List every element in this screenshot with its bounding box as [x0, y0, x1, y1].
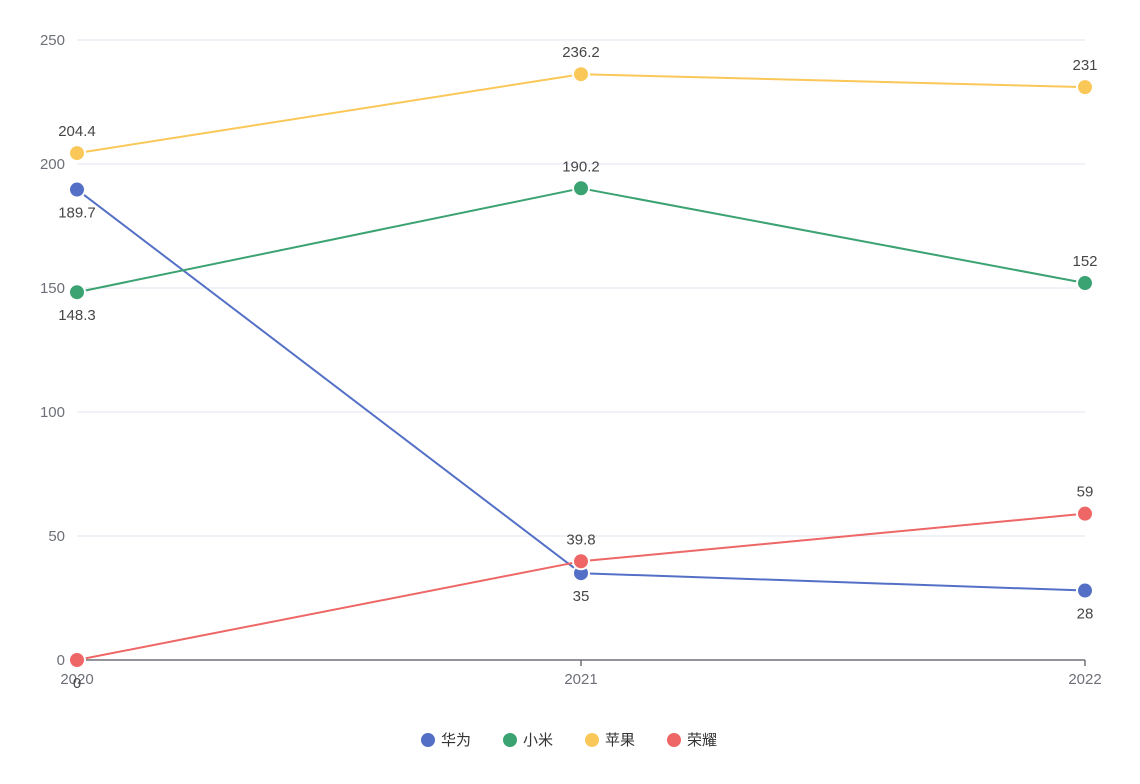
legend-label: 苹果	[605, 732, 635, 749]
data-point[interactable]	[69, 284, 85, 300]
legend-marker-icon	[421, 733, 435, 747]
y-tick-label: 200	[40, 156, 65, 173]
value-label: 204.4	[58, 123, 96, 140]
value-label: 152	[1072, 253, 1097, 270]
legend-item[interactable]: 小米	[503, 732, 553, 749]
data-point[interactable]	[69, 182, 85, 198]
legend-item[interactable]: 荣耀	[667, 732, 717, 749]
data-point[interactable]	[69, 145, 85, 161]
chart-svg: 050100150200250202020212022189.73528148.…	[0, 0, 1140, 784]
value-label: 28	[1077, 606, 1094, 623]
legend-marker-icon	[585, 733, 599, 747]
y-tick-label: 50	[48, 528, 65, 545]
data-point[interactable]	[573, 180, 589, 196]
y-tick-label: 100	[40, 404, 65, 421]
series-line	[77, 74, 1085, 153]
y-tick-label: 0	[57, 652, 65, 669]
data-point[interactable]	[1077, 583, 1093, 599]
value-label: 231	[1072, 57, 1097, 74]
series-line	[77, 188, 1085, 292]
legend-label: 荣耀	[687, 732, 717, 749]
value-label: 35	[573, 588, 590, 605]
data-point[interactable]	[1077, 275, 1093, 291]
data-point[interactable]	[573, 66, 589, 82]
legend-marker-icon	[667, 733, 681, 747]
value-label: 59	[1077, 484, 1094, 501]
value-label: 0	[73, 675, 81, 692]
legend-item[interactable]: 华为	[421, 732, 471, 749]
y-tick-label: 250	[40, 32, 65, 49]
x-tick-label: 2022	[1068, 671, 1101, 688]
value-label: 190.2	[562, 158, 600, 175]
data-point[interactable]	[1077, 506, 1093, 522]
value-label: 39.8	[566, 531, 595, 548]
legend-marker-icon	[503, 733, 517, 747]
legend-item[interactable]: 苹果	[585, 732, 635, 749]
data-point[interactable]	[69, 652, 85, 668]
legend-label: 小米	[523, 732, 553, 749]
data-point[interactable]	[573, 553, 589, 569]
data-point[interactable]	[1077, 79, 1093, 95]
y-tick-label: 150	[40, 280, 65, 297]
x-tick-label: 2021	[564, 671, 597, 688]
line-chart: 050100150200250202020212022189.73528148.…	[0, 0, 1140, 784]
legend-label: 华为	[441, 732, 471, 749]
value-label: 148.3	[58, 307, 96, 324]
value-label: 236.2	[562, 44, 600, 61]
value-label: 189.7	[58, 205, 96, 222]
